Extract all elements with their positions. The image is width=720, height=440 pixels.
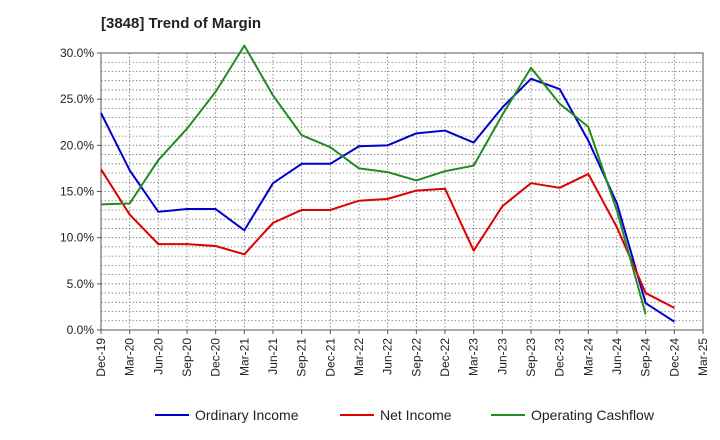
- x-tick-label: Mar-20: [123, 338, 137, 376]
- x-tick-label: Mar-24: [581, 338, 595, 376]
- x-tick-label: Mar-23: [467, 338, 481, 376]
- x-tick-label: Dec-22: [438, 338, 452, 377]
- y-tick-label: 5.0%: [67, 277, 95, 291]
- x-tick-label: Jun-24: [610, 338, 624, 375]
- x-tick-label: Dec-23: [553, 338, 567, 377]
- legend-label: Net Income: [380, 407, 452, 423]
- x-tick-label: Sep-21: [295, 338, 309, 377]
- x-tick-label: Dec-20: [209, 338, 223, 377]
- y-tick-label: 25.0%: [60, 92, 94, 106]
- x-tick-label: Jun-20: [151, 338, 165, 375]
- y-tick-label: 15.0%: [60, 185, 94, 199]
- x-tick-label: Mar-21: [237, 338, 251, 376]
- x-tick-label: Jun-23: [495, 338, 509, 375]
- legend-label: Operating Cashflow: [531, 407, 655, 423]
- x-tick-label: Sep-24: [639, 338, 653, 377]
- x-tick-label: Mar-22: [352, 338, 366, 376]
- y-tick-label: 10.0%: [60, 231, 94, 245]
- x-tick-label: Dec-24: [667, 338, 681, 377]
- legend-label: Ordinary Income: [195, 407, 299, 423]
- y-tick-label: 0.0%: [67, 323, 95, 337]
- y-tick-label: 30.0%: [60, 46, 94, 60]
- series-line-operating-cashflow: [100, 44, 647, 315]
- x-tick-label: Sep-20: [180, 338, 194, 377]
- x-tick-label: Sep-22: [409, 338, 423, 377]
- chart-title: [3848] Trend of Margin: [101, 15, 262, 32]
- series-line-net-income: [100, 168, 675, 309]
- x-tick-label: Jun-22: [381, 338, 395, 375]
- x-tick-label: Dec-19: [94, 338, 108, 377]
- series-line-ordinary-income: [100, 77, 675, 323]
- x-tick-label: Jun-21: [266, 338, 280, 375]
- x-tick-label: Sep-23: [524, 338, 538, 377]
- x-tick-label: Mar-25: [696, 338, 710, 376]
- x-tick-label: Dec-21: [323, 338, 337, 377]
- y-tick-label: 20.0%: [60, 138, 94, 152]
